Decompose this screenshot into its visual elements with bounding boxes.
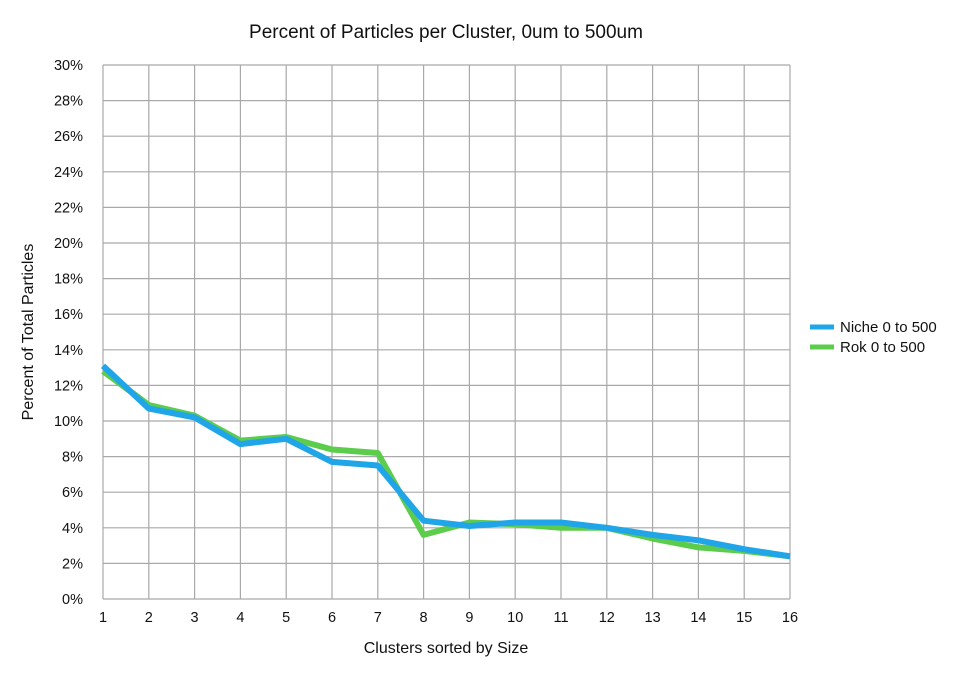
- y-tick-label: 16%: [54, 307, 83, 323]
- y-tick-label: 24%: [54, 165, 83, 181]
- x-tick-label: 11: [553, 610, 568, 626]
- x-tick-label: 15: [736, 610, 752, 626]
- y-tick-label: 10%: [54, 414, 83, 430]
- x-tick-label: 14: [690, 610, 706, 626]
- y-tick-label: 4%: [62, 521, 83, 537]
- x-tick-label: 9: [465, 610, 473, 626]
- x-tick-label: 10: [507, 610, 523, 626]
- y-tick-label: 18%: [54, 272, 83, 288]
- y-tick-label: 22%: [54, 200, 83, 216]
- x-tick-label: 7: [374, 610, 382, 626]
- x-tick-label: 16: [782, 610, 798, 626]
- grid: [102, 64, 791, 600]
- x-tick-label: 5: [282, 610, 290, 626]
- x-axis: 1 2 3 4 5 6 7 8 9 10 11 12 13 14 15 16: [99, 610, 798, 626]
- legend-label: Rok 0 to 500: [840, 339, 925, 356]
- y-tick-label: 2%: [62, 556, 83, 572]
- y-tick-label: 30%: [54, 58, 83, 74]
- y-axis-label: Percent of Total Particles: [20, 244, 37, 421]
- x-tick-label: 12: [599, 610, 615, 626]
- y-tick-label: 12%: [54, 378, 83, 394]
- x-tick-label: 4: [236, 610, 244, 626]
- x-tick-label: 1: [99, 610, 107, 626]
- y-tick-label: 14%: [54, 343, 83, 359]
- series-layer: [100, 363, 791, 560]
- y-tick-label: 8%: [62, 450, 83, 466]
- x-tick-label: 6: [328, 610, 336, 626]
- y-tick-label: 6%: [62, 485, 83, 501]
- legend: Niche 0 to 500 Rok 0 to 500: [810, 319, 937, 356]
- y-tick-label: 28%: [54, 94, 83, 110]
- series-line: [100, 363, 791, 560]
- x-tick-label: 2: [145, 610, 153, 626]
- x-tick-label: 8: [420, 610, 428, 626]
- y-tick-label: 26%: [54, 129, 83, 145]
- legend-label: Niche 0 to 500: [840, 319, 937, 336]
- series-line: [101, 368, 791, 560]
- y-tick-label: 20%: [54, 236, 83, 252]
- x-axis-label: Clusters sorted by Size: [364, 640, 529, 657]
- chart-title: Percent of Particles per Cluster, 0um to…: [249, 22, 643, 43]
- y-tick-label: 0%: [62, 592, 83, 608]
- x-tick-label: 13: [645, 610, 661, 626]
- x-tick-label: 3: [191, 610, 199, 626]
- y-axis: 0% 2% 4% 6% 8% 10% 12% 14% 16% 18% 20% 22% 24% 26% 28%…: [54, 58, 83, 608]
